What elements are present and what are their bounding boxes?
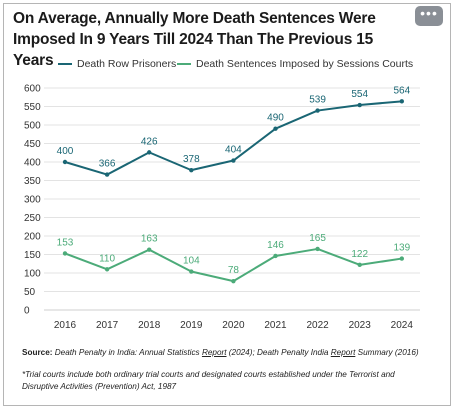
data-point-sessions (399, 256, 404, 261)
x-tick-label: 2024 (391, 320, 414, 331)
data-point-sessions (273, 253, 278, 259)
legend-item-sessions[interactable]: Death Sentences Imposed by Sessions Cour… (177, 58, 413, 70)
x-tick-label: 2018 (138, 320, 161, 331)
data-label-death-row: 404 (225, 145, 242, 156)
legend-label-death-row: Death Row Prisoners (77, 58, 177, 70)
x-tick-label: 2016 (54, 320, 77, 331)
data-point-sessions (62, 251, 68, 256)
data-point-death-row (273, 126, 278, 131)
y-tick-label: 350 (24, 176, 41, 187)
x-tick-label: 2023 (349, 320, 372, 331)
data-point-death-row (357, 102, 362, 108)
data-label-sessions: 153 (57, 237, 74, 248)
data-label-sessions: 139 (393, 243, 410, 254)
y-tick-label: 600 (24, 84, 41, 95)
legend-label-sessions: Death Sentences Imposed by Sessions Cour… (196, 58, 414, 70)
data-label-death-row: 490 (267, 113, 284, 124)
source-report-link-1[interactable]: Report (201, 348, 227, 357)
data-point-death-row (315, 108, 320, 113)
data-point-death-row (189, 167, 194, 173)
x-tick-label: 2019 (180, 320, 203, 331)
data-label-death-row: 400 (57, 146, 74, 157)
source-report-link-2[interactable]: Report (330, 348, 356, 357)
data-point-death-row (399, 99, 404, 104)
data-point-sessions (231, 278, 236, 284)
line-chart: 0 50 100 150 200 250 300 350 400 450 500 550 600 2016… (24, 84, 420, 331)
data-point-sessions (315, 246, 320, 252)
y-tick-label: 400 (24, 158, 41, 169)
y-tick-label: 550 (24, 102, 41, 113)
y-tick-label: 500 (24, 121, 41, 132)
data-label-sessions: 122 (351, 249, 368, 260)
source-line: Source: Death Penalty in India: Annual S… (22, 347, 442, 358)
more-options-button[interactable]: ••• (415, 6, 443, 26)
y-tick-label: 250 (24, 213, 41, 224)
data-label-sessions: 110 (99, 253, 115, 264)
y-tick-label: 450 (24, 139, 41, 150)
chart-title: On Average, Annually More Death Sentence… (13, 10, 376, 69)
data-label-death-row: 539 (309, 95, 326, 106)
data-point-death-row (104, 172, 110, 177)
x-tick-label: 2020 (222, 320, 245, 331)
data-label-death-row: 564 (393, 85, 410, 96)
data-label-death-row: 426 (141, 136, 158, 147)
data-point-sessions (104, 267, 110, 272)
y-tick-label: 100 (24, 269, 41, 280)
data-label-death-row: 378 (183, 154, 200, 165)
data-point-death-row (231, 158, 236, 163)
legend-swatch-sessions (177, 63, 191, 65)
y-tick-label: 300 (24, 195, 41, 206)
data-point-sessions (189, 269, 194, 274)
y-tick-label: 0 (24, 306, 30, 317)
legend-item-death-row[interactable]: Death Row Prisoners (58, 58, 176, 70)
chart-card (3, 3, 451, 406)
source-text-2: (2024); Death Penalty India (228, 348, 329, 357)
data-point-sessions (357, 262, 362, 268)
data-label-sessions: 163 (141, 234, 158, 245)
data-point-death-row (147, 150, 152, 155)
source-text-1: Death Penalty in India: Annual Statistic… (54, 348, 200, 357)
data-label-death-row: 366 (99, 159, 116, 170)
source-text-3: Summary (2016) (357, 348, 419, 357)
data-point-death-row (62, 159, 68, 165)
data-label-sessions: 146 (267, 240, 284, 251)
data-label-sessions: 78 (228, 265, 240, 276)
data-label-death-row: 554 (351, 89, 368, 100)
source-label: Source: (22, 348, 53, 357)
legend-swatch-death-row (58, 63, 72, 65)
x-tick-label: 2017 (96, 320, 119, 331)
x-tick-label: 2022 (306, 320, 329, 331)
footnote: *Trial courts include both ordinary tria… (22, 370, 395, 391)
series-line-death-row (64, 100, 402, 176)
y-tick-label: 50 (24, 287, 36, 298)
data-label-sessions: 165 (309, 233, 326, 244)
y-tick-label: 200 (24, 232, 41, 243)
x-tick-label: 2021 (264, 320, 287, 331)
y-tick-label: 150 (24, 250, 41, 261)
data-label-sessions: 104 (183, 256, 200, 267)
data-point-sessions (147, 247, 152, 252)
